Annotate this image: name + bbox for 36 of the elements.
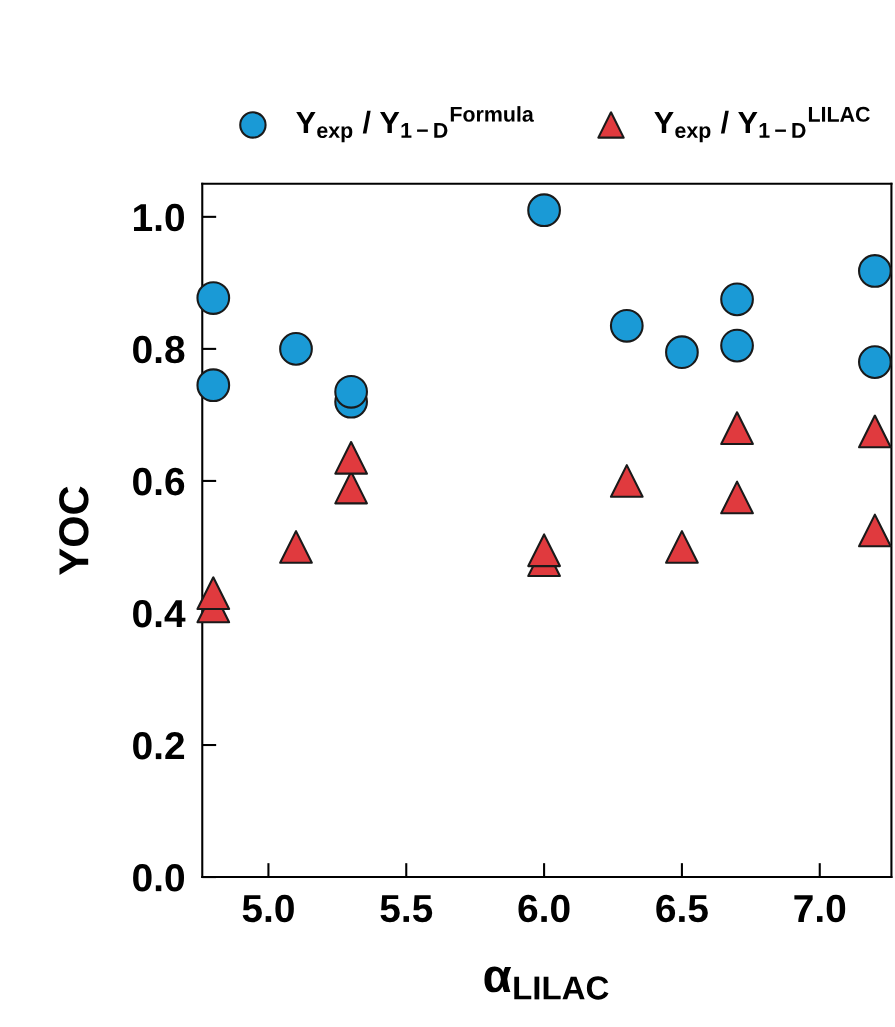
point <box>858 414 892 449</box>
point <box>334 440 368 475</box>
point <box>720 282 754 317</box>
point <box>665 335 699 370</box>
legend-label: Y$_{exp}$ / Y$_{1−D}$$^{Formula}$ <box>296 106 534 143</box>
y-tick-label: 0.2 <box>133 731 185 760</box>
point <box>858 254 892 288</box>
point <box>665 530 699 564</box>
y-tick-label: 0.0 <box>133 863 185 892</box>
point <box>720 480 754 515</box>
point <box>196 368 231 403</box>
point <box>196 576 231 611</box>
legend-label: Y$_{exp}$ / Y$_{1−D}$$^{LILAC}$ <box>654 106 870 143</box>
point <box>720 411 754 445</box>
y-tick-label: 0.8 <box>133 335 185 364</box>
y-axis-title: YOC <box>59 486 89 575</box>
x-tick-label: 6.5 <box>656 894 708 923</box>
point <box>527 193 561 228</box>
x-tick-label: 7.0 <box>794 894 846 923</box>
point <box>196 281 231 315</box>
point <box>858 345 892 379</box>
point <box>334 374 368 409</box>
x-tick-label: 5.0 <box>242 894 294 923</box>
y-tick-label: 0.4 <box>133 599 186 628</box>
point <box>858 513 892 548</box>
point <box>609 308 644 343</box>
point <box>720 328 754 363</box>
point <box>609 464 644 498</box>
point <box>279 530 313 564</box>
y-tick-label: 1.0 <box>134 203 185 232</box>
x-tick-label: 6.0 <box>518 894 570 923</box>
x-axis-title: α$_{LILAC}$ <box>484 966 609 1000</box>
point <box>279 332 313 366</box>
y-tick-label: 0.6 <box>133 467 185 496</box>
point <box>527 533 561 568</box>
x-tick-label: 5.5 <box>380 895 433 923</box>
